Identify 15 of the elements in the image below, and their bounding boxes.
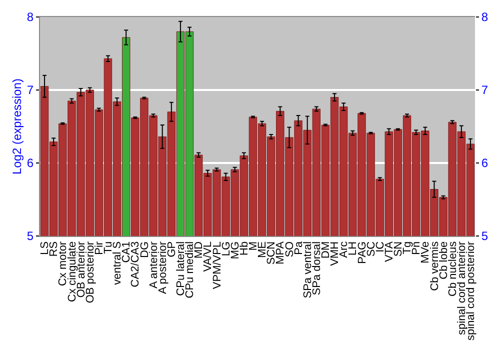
x-tick-label: spinal cord posterior [465, 241, 478, 340]
x-tick-label: MVe [420, 241, 432, 264]
x-tick-label: SPa dorsal [310, 241, 323, 296]
y-tick-label: 8 [26, 10, 34, 24]
y2-tick-label: 5 [481, 229, 488, 244]
y2-tick-label: 8 [481, 10, 488, 24]
x-tick-label: Hb [238, 241, 250, 256]
x-tick-label: IC [374, 241, 386, 252]
y-tick-label: 7 [26, 83, 34, 98]
y-tick-label: 5 [26, 229, 34, 244]
y2-tick-label: 6 [481, 156, 488, 170]
x-tick-label: Tg [402, 241, 414, 254]
y2-tick-label: 7 [481, 83, 488, 98]
y-tick-label: 6 [26, 156, 34, 170]
y-axis-title: Log2 (expression) [10, 78, 24, 175]
